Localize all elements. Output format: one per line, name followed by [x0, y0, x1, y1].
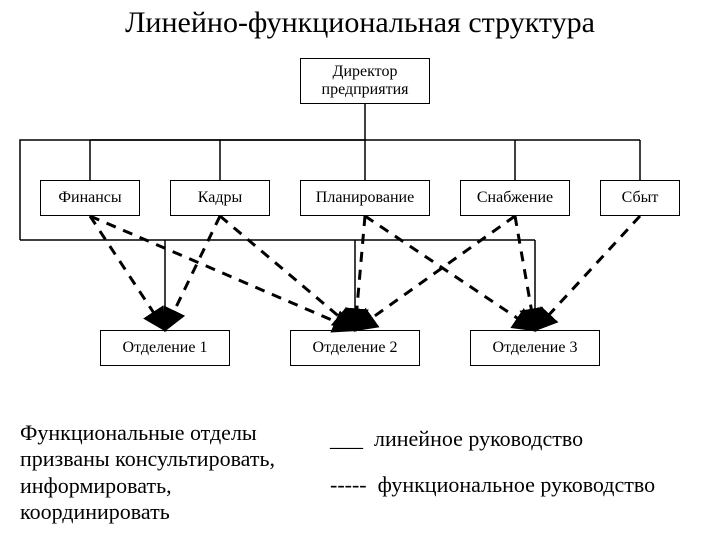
- node-div1-label: Отделение 1: [123, 339, 208, 357]
- node-planning-label: Планирование: [316, 189, 414, 207]
- node-div1: Отделение 1: [100, 330, 230, 366]
- slide: Линейно-функциональная структура Директо…: [0, 0, 720, 540]
- node-supply-label: Снабжение: [477, 189, 553, 207]
- legend-linear: ___ линейное руководство: [330, 426, 583, 452]
- node-div2: Отделение 2: [290, 330, 420, 366]
- node-sales: Сбыт: [600, 180, 680, 216]
- node-finance: Финансы: [40, 180, 140, 216]
- legend-functional: ----- функциональное руководство: [330, 472, 655, 498]
- node-sales-label: Сбыт: [622, 189, 659, 207]
- functional-edges: [90, 216, 640, 330]
- node-hr: Кадры: [170, 180, 270, 216]
- node-director-line2: предприятия: [322, 81, 409, 99]
- node-director: Директор предприятия: [300, 58, 430, 104]
- linear-edges: [20, 104, 640, 330]
- node-div3-label: Отделение 3: [493, 339, 578, 357]
- legend-linear-prefix: ___: [330, 426, 363, 451]
- node-finance-label: Финансы: [58, 189, 121, 207]
- node-supply: Снабжение: [460, 180, 570, 216]
- node-hr-label: Кадры: [198, 189, 242, 207]
- node-div3: Отделение 3: [470, 330, 600, 366]
- legend-functional-text: функциональное руководство: [378, 472, 655, 497]
- node-div2-label: Отделение 2: [313, 339, 398, 357]
- node-director-line1: Директор: [322, 63, 409, 81]
- legend-left-text: Функциональные отделы призваны консульти…: [20, 420, 320, 526]
- legend-linear-text: линейное руководство: [374, 426, 583, 451]
- node-planning: Планирование: [300, 180, 430, 216]
- page-title: Линейно-функциональная структура: [0, 6, 720, 40]
- legend-functional-prefix: -----: [330, 472, 367, 497]
